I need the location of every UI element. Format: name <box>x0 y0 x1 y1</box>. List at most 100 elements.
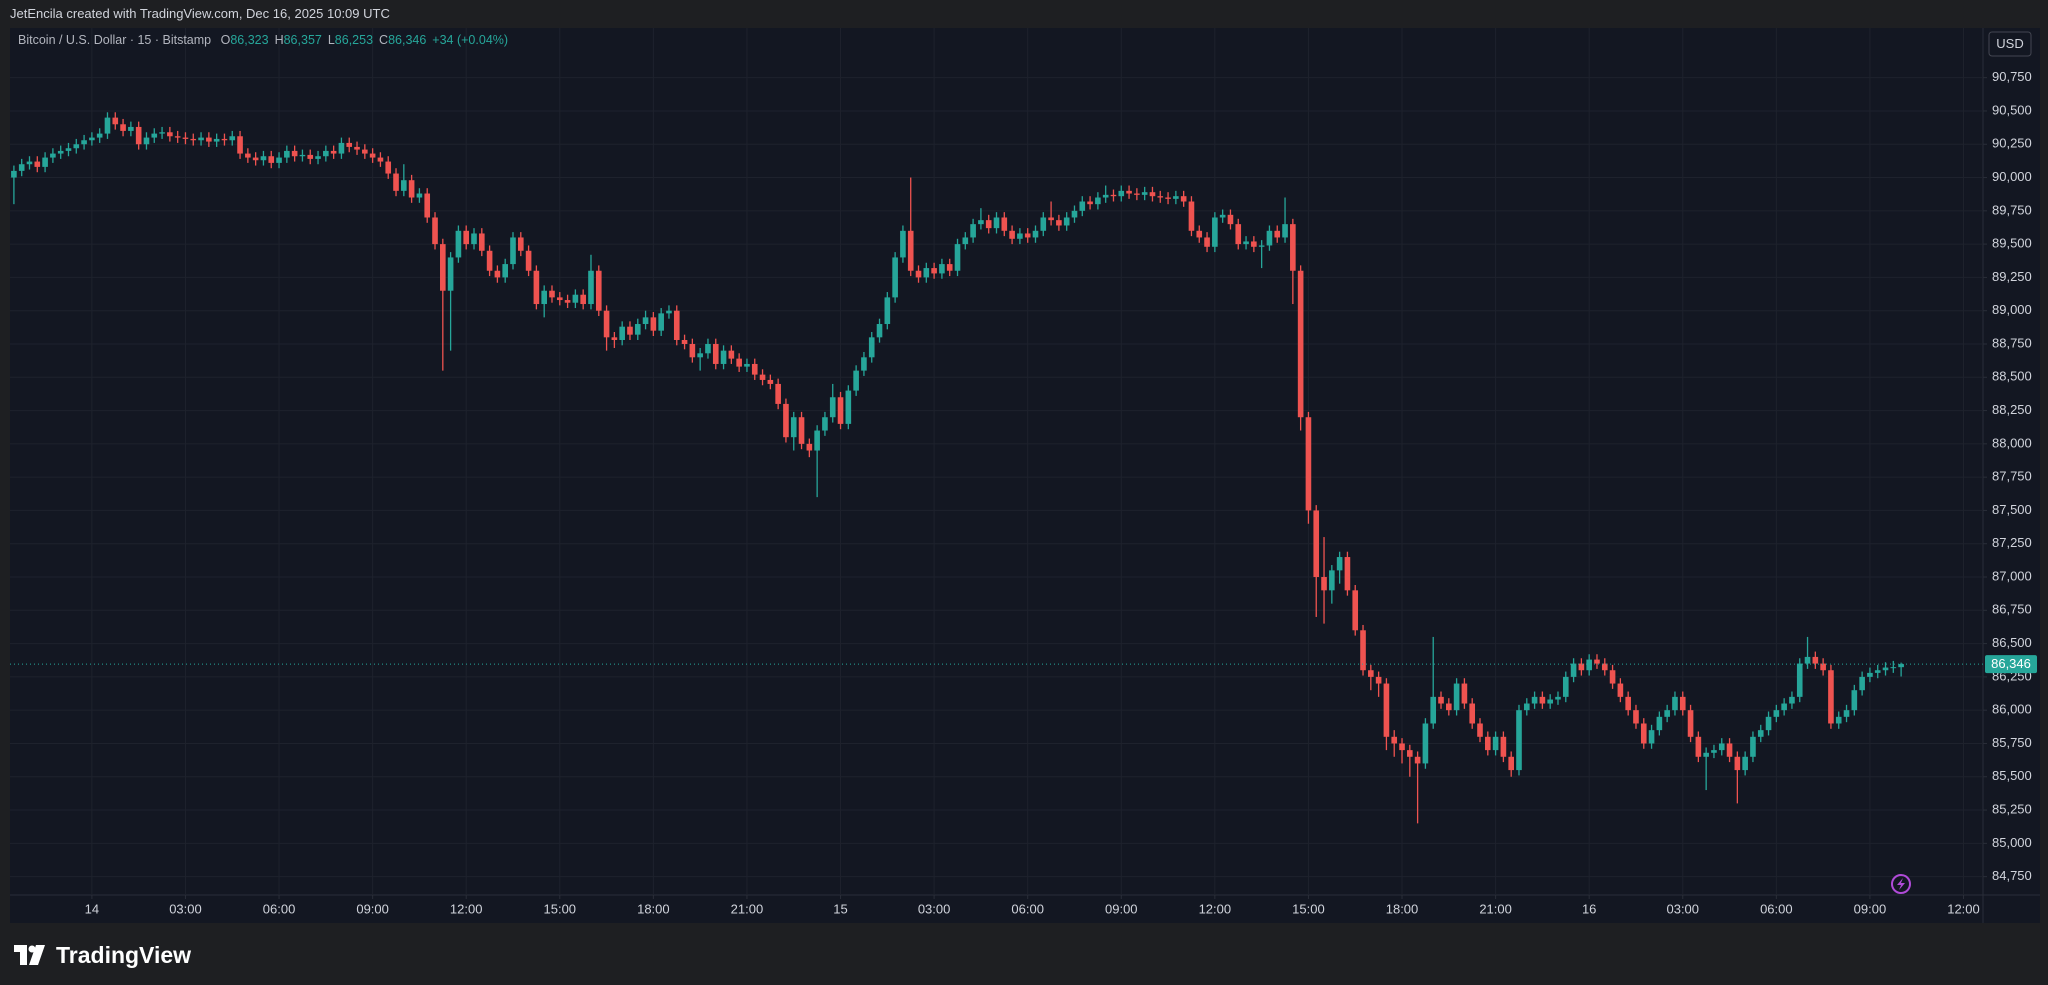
candle-body <box>416 193 423 198</box>
candle-body <box>666 310 672 314</box>
candle-body <box>486 250 493 271</box>
candle-body <box>245 153 251 158</box>
candle-body <box>728 350 735 359</box>
currency[interactable]: USD <box>1996 36 2023 51</box>
candle-body <box>1173 196 1179 199</box>
candle-body <box>1617 683 1624 697</box>
candle-body <box>861 357 867 371</box>
candle-body <box>1523 703 1530 711</box>
candle-body <box>931 268 937 274</box>
candle-body <box>299 154 306 157</box>
candle-body <box>541 290 547 305</box>
candle-body <box>1212 217 1218 247</box>
x-tick-label: 12:00 <box>1947 901 1980 916</box>
logo-part <box>28 945 36 953</box>
candle-body <box>1703 752 1709 757</box>
candle-body <box>1329 570 1335 591</box>
last-price-label: 86,346 <box>1991 656 2031 671</box>
candle-body <box>276 157 282 163</box>
candle-body <box>1344 557 1351 591</box>
candle-body <box>1188 201 1195 231</box>
candle-body <box>1243 241 1249 245</box>
x-tick-label: 12:00 <box>450 901 483 916</box>
candle-body <box>923 268 930 278</box>
y-tick-label: 89,000 <box>1992 302 2032 317</box>
candle-body <box>307 154 314 159</box>
y-tick-label: 85,750 <box>1992 735 2032 750</box>
candle-body <box>1547 699 1553 704</box>
y-tick-label: 88,500 <box>1992 369 2032 384</box>
logo-part <box>29 945 45 965</box>
candle-body <box>1773 710 1780 717</box>
candle-body <box>57 150 64 154</box>
y-tick-label: 88,000 <box>1992 435 2032 450</box>
candle-body <box>1484 736 1491 751</box>
candle-body <box>853 370 859 391</box>
candle-body <box>1438 696 1444 704</box>
candle-body <box>1679 696 1686 711</box>
candle-body <box>822 417 828 431</box>
candle-body <box>252 157 259 161</box>
candle-body <box>1048 217 1054 221</box>
candle-body <box>190 138 197 141</box>
y-tick-label: 85,250 <box>1992 801 2032 816</box>
candle-body <box>120 124 126 131</box>
candle-body <box>11 170 17 178</box>
candle-body <box>143 137 150 145</box>
candle-body <box>1297 270 1304 418</box>
candle-body <box>81 140 87 145</box>
candle-body <box>1516 710 1522 771</box>
candle-body <box>237 136 243 154</box>
brand-logo[interactable] <box>14 945 48 965</box>
candle-body <box>338 142 345 154</box>
candle-body <box>837 397 844 424</box>
x-tick-label: 18:00 <box>637 901 670 916</box>
candle-body <box>104 117 111 134</box>
candle-body <box>198 137 204 141</box>
candle-body <box>393 173 399 191</box>
legend-change: +34 (+0.04%) <box>432 33 509 47</box>
candle-body <box>1274 230 1281 238</box>
brand[interactable]: TradingView <box>56 941 192 968</box>
chart-background <box>10 28 2040 923</box>
candle-body <box>915 270 922 278</box>
symbol[interactable]: Bitcoin / U.S. Dollar · 15 · Bitstamp <box>18 33 212 47</box>
candle-body <box>736 358 742 367</box>
candle-body <box>868 337 875 358</box>
candle-body <box>1219 214 1226 218</box>
candle-body <box>1165 197 1171 199</box>
candle-body <box>775 383 781 404</box>
candle-body <box>1664 710 1670 717</box>
candle-body <box>892 257 898 298</box>
candle-body <box>1734 756 1741 771</box>
candle-body <box>1820 663 1826 671</box>
candle-body <box>970 224 976 238</box>
candle-body <box>1407 750 1413 757</box>
candle-body <box>884 297 891 325</box>
candle-body <box>502 264 509 278</box>
logo-part <box>14 945 27 965</box>
candle-body <box>814 430 820 451</box>
candle-body <box>993 217 1000 229</box>
lightning-icon[interactable] <box>1891 874 1911 894</box>
candle-body <box>1063 217 1070 226</box>
candle-body <box>1422 723 1429 764</box>
candle-body <box>330 150 337 154</box>
currency-box[interactable] <box>1988 31 2032 57</box>
candle-body <box>447 257 454 291</box>
candle-body <box>962 237 969 245</box>
candle-body <box>1414 756 1421 764</box>
candle-body <box>377 157 384 162</box>
x-tick-label: 15:00 <box>544 901 577 916</box>
y-tick-label: 89,500 <box>1992 236 2032 251</box>
candle-body <box>1757 730 1764 737</box>
candle-body <box>73 144 80 149</box>
candle-body <box>1032 230 1039 238</box>
candle-body <box>1383 683 1390 737</box>
candle-body <box>385 161 392 174</box>
candle-body <box>783 403 789 438</box>
legend-key: O <box>220 33 231 47</box>
candle-body <box>1570 663 1577 677</box>
candle-body <box>291 150 298 157</box>
candle-body <box>151 133 158 138</box>
